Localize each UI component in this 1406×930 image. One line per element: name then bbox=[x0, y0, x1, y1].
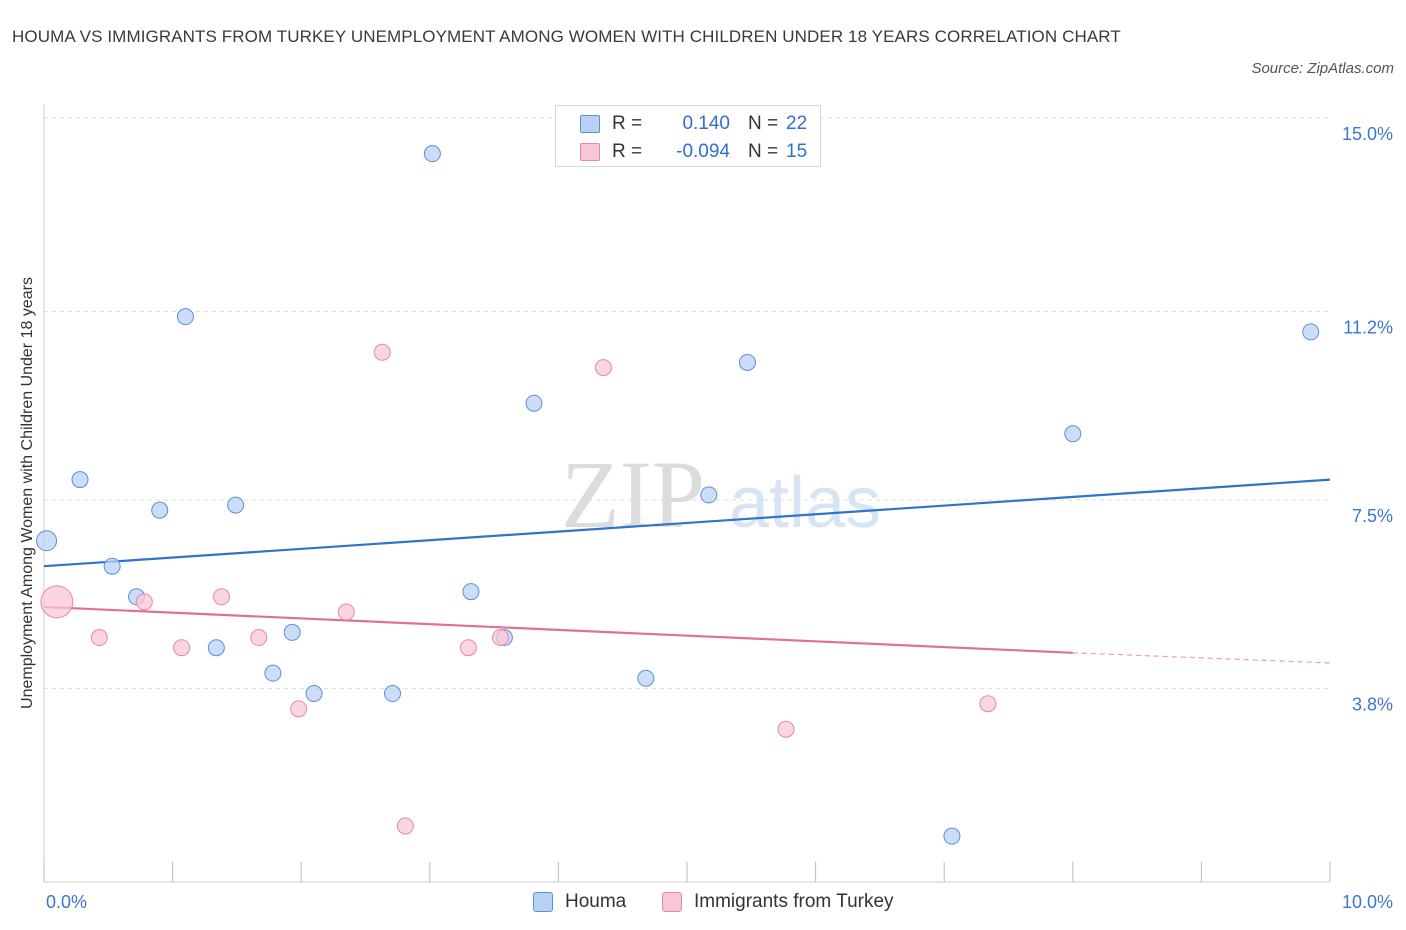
bottom-legend-turkey: Immigrants from Turkey bbox=[662, 889, 894, 915]
legend-n-label: N = bbox=[748, 141, 779, 162]
legend-r-label: R = bbox=[612, 141, 643, 162]
houma-point bbox=[151, 501, 169, 519]
turkey-point bbox=[373, 343, 391, 361]
houma-point bbox=[637, 669, 655, 687]
houma-point bbox=[700, 486, 718, 504]
houma-point bbox=[525, 394, 543, 412]
houma-point bbox=[305, 685, 323, 703]
chart-title: HOUMA VS IMMIGRANTS FROM TURKEY UNEMPLOY… bbox=[12, 27, 1121, 46]
houma-point bbox=[423, 145, 441, 163]
houma-point bbox=[176, 308, 194, 326]
gridlines bbox=[44, 117, 1330, 689]
watermark-atlas: atlas bbox=[729, 463, 881, 543]
turkey-point bbox=[492, 629, 510, 647]
turkey-point bbox=[396, 817, 414, 835]
legend-r-label: R = bbox=[612, 113, 643, 134]
houma-point bbox=[103, 557, 121, 575]
houma-point bbox=[71, 471, 89, 489]
houma-point bbox=[462, 583, 480, 601]
source-label: Source: ZipAtlas.com bbox=[1251, 60, 1394, 77]
y-tick-label: 3.8% bbox=[1352, 694, 1393, 714]
houma-point bbox=[207, 639, 225, 657]
turkey-point bbox=[290, 700, 308, 718]
axes bbox=[43, 104, 1331, 883]
houma-point bbox=[36, 530, 58, 552]
turkey-point bbox=[212, 588, 230, 606]
turkey-point bbox=[173, 639, 191, 657]
legend-swatch-turkey bbox=[580, 143, 600, 161]
y-tick-label: 11.2% bbox=[1343, 318, 1393, 338]
turkey-point bbox=[40, 585, 74, 619]
houma-point bbox=[227, 496, 245, 514]
legend-row-turkey: R = -0.094 N = 15 bbox=[580, 138, 807, 166]
legend-n-value: 15 bbox=[786, 141, 808, 162]
bottom-legend-swatch-houma bbox=[533, 892, 553, 912]
trend-line-houma bbox=[43, 478, 1331, 568]
turkey-point bbox=[90, 629, 108, 647]
houma-point bbox=[738, 353, 756, 371]
bottom-legend-swatch-turkey bbox=[662, 892, 682, 912]
stats-legend: R = 0.140 N = 22 R = -0.094 N = 15 bbox=[555, 105, 821, 167]
legend-row-houma: R = 0.140 N = 22 bbox=[580, 110, 807, 138]
houma-point bbox=[943, 827, 961, 845]
x-tick-label-max: 10.0% bbox=[1342, 892, 1393, 912]
legend-swatch-houma bbox=[580, 115, 600, 133]
legend-r-value: 0.140 bbox=[682, 113, 730, 134]
turkey-point bbox=[459, 639, 477, 657]
houma-point bbox=[264, 664, 282, 682]
x-tick-label-min: 0.0% bbox=[46, 892, 87, 912]
y-tick-label: 15.0% bbox=[1342, 124, 1393, 144]
legend-r-value: -0.094 bbox=[676, 141, 730, 162]
watermark: ZIP atlas bbox=[561, 441, 881, 548]
tick-labels: 3.8% 7.5% 11.2% 15.0% 0.0% 10.0% bbox=[46, 124, 1393, 912]
houma-point bbox=[283, 623, 301, 641]
turkey-point bbox=[135, 593, 153, 611]
houma-point bbox=[1064, 425, 1082, 443]
turkey-point bbox=[250, 629, 268, 647]
trend-line-turkey bbox=[43, 605, 1073, 654]
houma-point bbox=[1302, 323, 1320, 341]
turkey-point bbox=[777, 720, 795, 738]
bottom-legend-houma: Houma bbox=[533, 889, 626, 915]
houma-point bbox=[384, 685, 402, 703]
legend-n-value: 22 bbox=[786, 113, 808, 134]
turkey-point bbox=[979, 695, 997, 713]
trend-lines bbox=[43, 478, 1331, 664]
data-points bbox=[36, 145, 1320, 845]
bottom-legend-label-turkey: Immigrants from Turkey bbox=[694, 891, 894, 912]
bottom-legend-label-houma: Houma bbox=[565, 891, 627, 912]
legend-n-label: N = bbox=[748, 113, 779, 134]
watermark-zip: ZIP bbox=[561, 441, 705, 548]
trend-line-extension bbox=[1072, 652, 1331, 664]
turkey-point bbox=[337, 603, 355, 621]
turkey-point bbox=[594, 359, 612, 377]
y-tick-label: 7.5% bbox=[1352, 506, 1393, 526]
